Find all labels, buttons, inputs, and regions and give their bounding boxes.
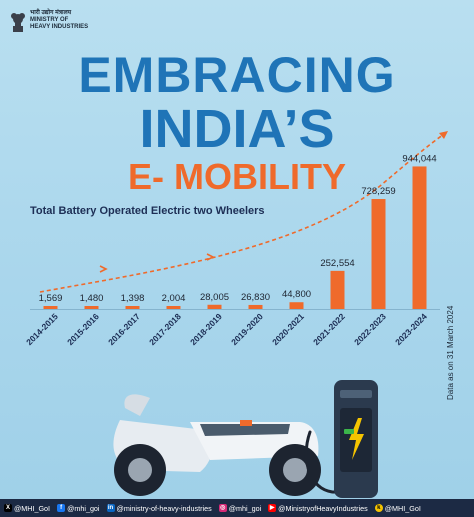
- x-tick-label: 2017-2018: [147, 311, 183, 347]
- youtube-icon: ▶: [268, 504, 277, 512]
- ministry-hindi: भारी उद्योग मंत्रालय: [30, 10, 72, 16]
- footer-linkedin-link[interactable]: in @ministry-of-heavy-industries: [106, 503, 212, 513]
- footer-youtube-link[interactable]: ▶ @MinistryofHeavyIndustries: [268, 504, 368, 513]
- bar-2018-2019: [207, 304, 222, 309]
- bar-value-label: 26,830: [241, 292, 270, 303]
- instagram-icon: ◎: [218, 504, 227, 512]
- bar-2020-2021: [289, 302, 304, 309]
- bar-2023-2024: [412, 166, 427, 309]
- bar-value-label: 1,569: [39, 293, 63, 304]
- bar-value-label: 2,004: [162, 293, 186, 304]
- data-date-note: Data as on 31 March 2024: [446, 305, 455, 400]
- social-footer: X @MHI_GoI f @mhi_goi in @ministry-of-he…: [0, 499, 474, 517]
- x-tick-label: 2020-2021: [270, 311, 306, 347]
- bar-value-label: 44,800: [282, 289, 311, 300]
- chart-title: Total Battery Operated Electric two Whee…: [30, 205, 265, 217]
- bar-2017-2018: [166, 306, 181, 309]
- x-tick-label: 2014-2015: [24, 311, 60, 347]
- ministry-line1: MINISTRY OF: [30, 17, 69, 23]
- bar-2014-2015: [43, 306, 58, 309]
- ministry-name: भारी उद्योग मंत्रालय MINISTRY OF HEAVY I…: [30, 8, 88, 31]
- bar-value-label: 28,005: [200, 292, 229, 303]
- footer-x-link[interactable]: X @MHI_GoI: [4, 504, 50, 513]
- trend-arrow-line: [39, 131, 448, 293]
- footer-koo-link[interactable]: k @MHI_GoI: [374, 503, 421, 513]
- bar-value-label: 944,044: [402, 153, 436, 164]
- bar-value-label: 1,480: [80, 293, 104, 304]
- scooter-icon: [113, 394, 321, 496]
- footer-facebook-link[interactable]: f @mhi_goi: [57, 503, 100, 513]
- footer-instagram-link[interactable]: ◎ @mhi_goi: [218, 503, 262, 513]
- bar-value-label: 252,554: [320, 258, 354, 269]
- bar-2022-2023: [371, 199, 386, 309]
- headline-line2: INDIA’S: [139, 99, 335, 159]
- koo-icon: k: [374, 504, 383, 512]
- x-tick-label: 2016-2017: [106, 311, 142, 347]
- headline-line1: EMBRACING: [78, 47, 396, 103]
- bar-2016-2017: [125, 306, 140, 309]
- footer-linkedin-handle: @ministry-of-heavy-industries: [116, 503, 212, 513]
- x-icon: X: [4, 504, 12, 512]
- trend-chevron: [99, 265, 108, 273]
- x-tick-label: 2019-2020: [229, 311, 265, 347]
- footer-instagram-handle: @mhi_goi: [228, 503, 262, 513]
- charging-station-icon: [334, 380, 378, 498]
- bar-value-label: 1,398: [121, 293, 145, 304]
- headline-line3: E- MOBILITY: [128, 156, 346, 197]
- trend-chevron: [206, 253, 215, 261]
- linkedin-icon: in: [106, 504, 115, 512]
- footer-koo-handle: @MHI_GoI: [384, 503, 421, 513]
- ministry-line2: HEAVY INDUSTRIES: [30, 24, 89, 30]
- x-tick-label: 2023-2024: [393, 311, 429, 347]
- national-emblem-icon: [11, 13, 25, 32]
- x-tick-label: 2018-2019: [188, 311, 224, 347]
- footer-facebook-handle: @mhi_goi: [67, 503, 100, 513]
- bar-2019-2020: [248, 304, 263, 309]
- x-tick-label: 2015-2016: [65, 311, 101, 347]
- footer-youtube-handle: @MinistryofHeavyIndustries: [278, 503, 368, 513]
- scooter-charging-illustration: [113, 380, 378, 498]
- trend-arrowhead: [439, 131, 448, 139]
- x-tick-label: 2021-2022: [311, 311, 347, 347]
- x-tick-label: 2022-2023: [352, 311, 388, 347]
- bar-value-label: 728,259: [361, 186, 395, 197]
- bar-2015-2016: [84, 306, 99, 309]
- footer-x-handle: @MHI_GoI: [14, 503, 51, 513]
- bar-2021-2022: [330, 270, 345, 309]
- facebook-icon: f: [57, 504, 66, 512]
- ministry-logo: भारी उद्योग मंत्रालय MINISTRY OF HEAVY I…: [10, 8, 88, 34]
